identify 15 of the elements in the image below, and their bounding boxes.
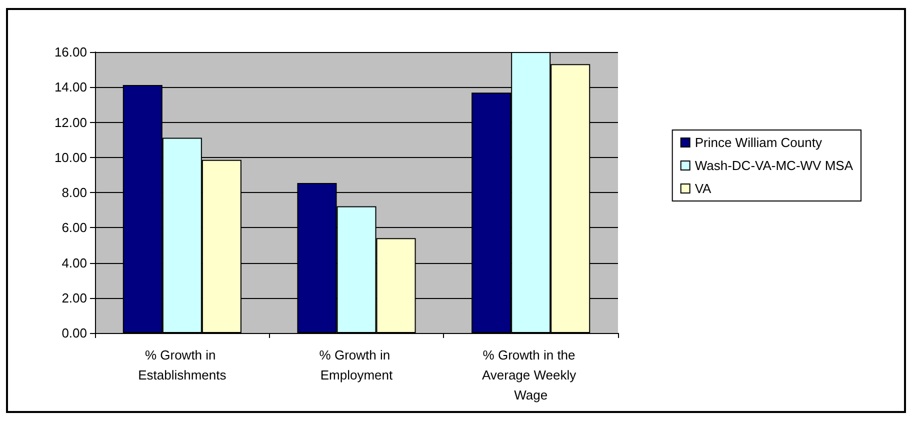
y-tick-label: 16.00	[54, 44, 87, 60]
y-tick-label: 2.00	[62, 290, 87, 306]
legend-label: Prince William County	[694, 135, 822, 150]
y-tick-label: 10.00	[54, 150, 87, 165]
y-tick-label: 4.00	[62, 255, 87, 270]
y-tick-label: 0.00	[62, 326, 87, 340]
legend-label: VA	[694, 181, 712, 196]
y-tick-label: 6.00	[62, 220, 87, 236]
x-tick-label: % Growth in the Average Weekly Wage	[482, 348, 580, 402]
legend-label: Wash-DC-VA-MC-WV MSA	[694, 158, 854, 173]
x-tick-label: % Growth in Establishments	[138, 348, 227, 382]
y-tick-label: 8.00	[62, 185, 87, 200]
y-tick-label: 12.00	[54, 114, 87, 130]
x-tick-label: % Growth in Employment	[319, 348, 394, 382]
y-tick-label: 14.00	[54, 80, 87, 95]
